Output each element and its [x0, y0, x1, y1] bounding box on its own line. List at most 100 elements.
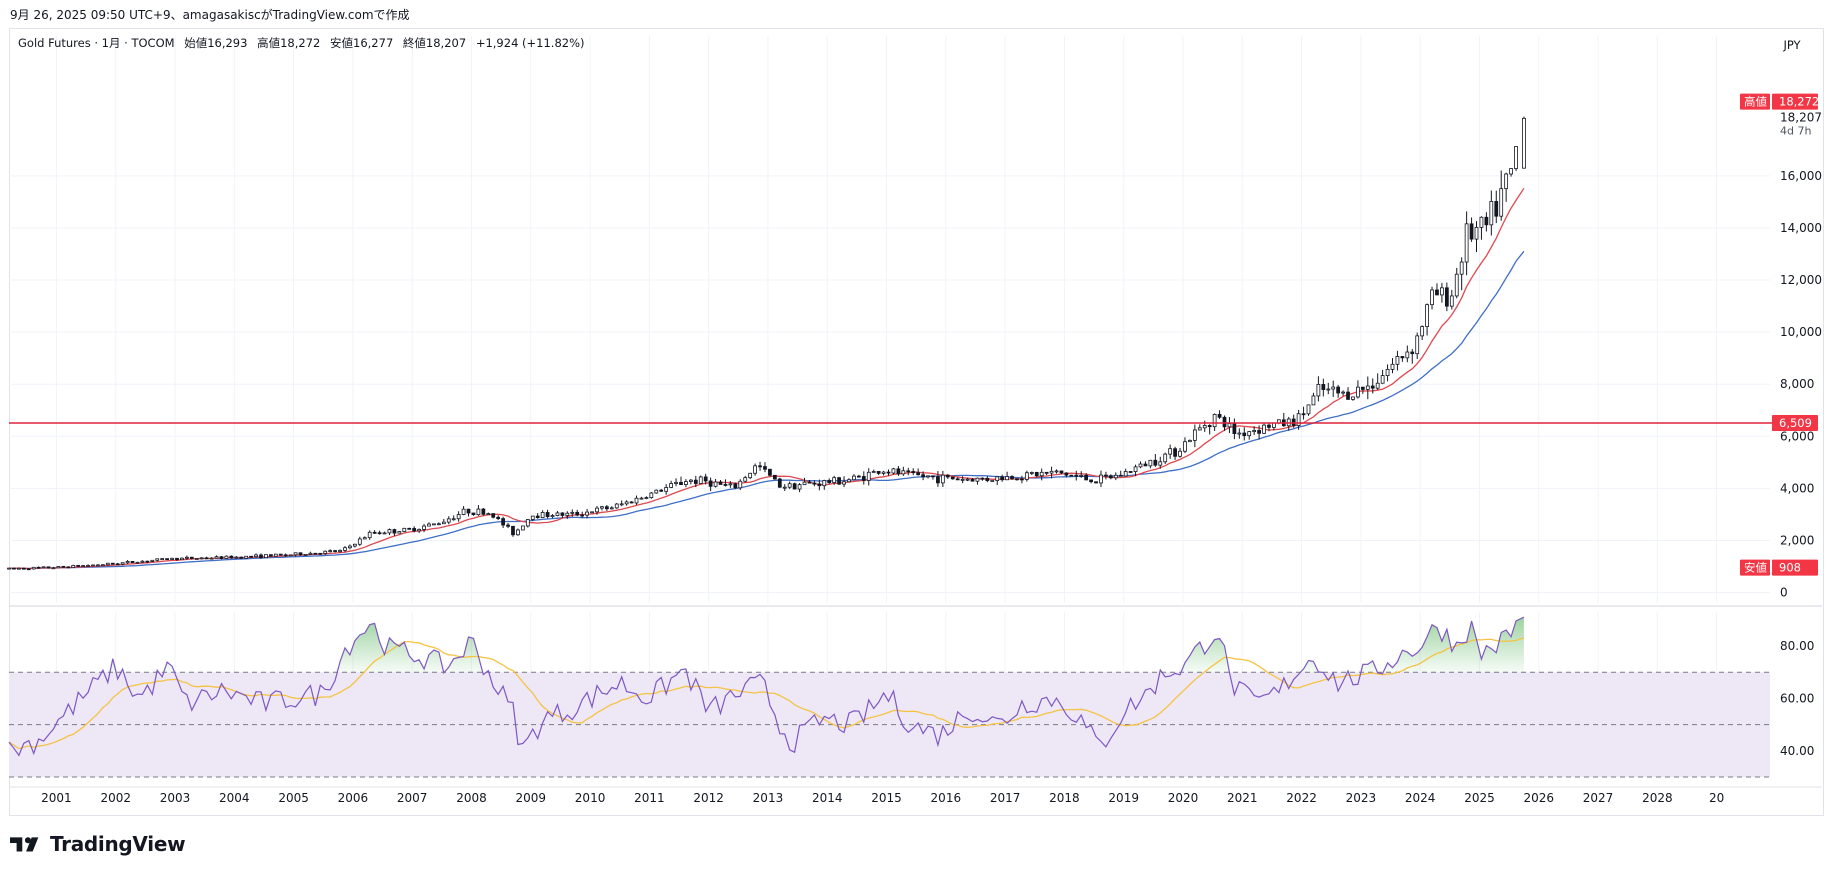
price-pane	[7, 116, 1772, 571]
candle	[1311, 392, 1316, 406]
candle-body	[1267, 424, 1271, 428]
candle-body	[1039, 471, 1044, 477]
candle-body	[234, 556, 239, 559]
candle	[145, 560, 150, 563]
candle-body	[1099, 474, 1103, 484]
candle-body	[239, 556, 244, 559]
candle-body	[1054, 470, 1059, 473]
candle	[110, 562, 115, 565]
candle	[560, 512, 565, 519]
candle	[1459, 257, 1464, 291]
candle-body	[209, 557, 214, 560]
candle	[1237, 428, 1242, 439]
candle	[249, 555, 253, 558]
candle-body	[51, 567, 56, 570]
candle-body	[466, 508, 471, 514]
candle-body	[792, 483, 797, 490]
time-tick-label: 2028	[1642, 791, 1673, 805]
time-tick-label: 2011	[634, 791, 665, 805]
symbol-name[interactable]: Gold Futures · 1月 · TOCOM	[18, 36, 175, 50]
candle-body	[352, 543, 357, 547]
time-tick-label: 2027	[1583, 791, 1614, 805]
candle	[911, 468, 916, 476]
candle-body	[550, 515, 555, 518]
candle	[170, 557, 174, 561]
candle-body	[1449, 295, 1454, 307]
candle-body	[145, 560, 150, 563]
tradingview-brand[interactable]: TradingView	[10, 832, 186, 856]
candle	[896, 466, 901, 476]
candle	[921, 471, 925, 481]
candle-body	[456, 514, 461, 520]
candle-body	[105, 562, 110, 566]
candle	[407, 527, 412, 530]
candle	[436, 522, 441, 526]
symbol-legend: Gold Futures · 1月 · TOCOM 始値16,293 高値18,…	[18, 35, 591, 51]
candle-body	[950, 476, 955, 480]
candle	[871, 469, 876, 473]
candle-body	[254, 554, 258, 558]
candle-body	[268, 554, 273, 557]
candle	[506, 522, 510, 529]
time-tick-label: 2006	[338, 791, 369, 805]
candle	[278, 553, 283, 556]
candle-body	[86, 565, 90, 567]
candle	[807, 479, 812, 484]
price-tick-label: 8,000	[1780, 377, 1814, 391]
price-tick-label: 12,000	[1780, 273, 1822, 287]
candle	[980, 477, 985, 481]
candle-body	[1459, 261, 1464, 275]
candle	[511, 525, 515, 537]
candle	[1138, 461, 1143, 469]
candle-body	[555, 512, 560, 516]
candle	[1395, 350, 1400, 371]
time-tick-label: 2026	[1523, 791, 1554, 805]
candle	[234, 556, 239, 559]
candle	[1326, 382, 1331, 395]
candle	[619, 500, 624, 507]
time-tick-label: 2024	[1405, 791, 1436, 805]
candle-body	[985, 477, 990, 482]
candle-body	[115, 563, 120, 566]
legend-close: 終値18,207	[402, 36, 467, 50]
candle	[1425, 303, 1429, 336]
candle-body	[120, 562, 125, 565]
candle-body	[1143, 463, 1148, 467]
candle-body	[708, 480, 713, 487]
price-tag-label: 高値	[1744, 95, 1767, 109]
candle-body	[535, 515, 540, 518]
candle	[674, 478, 678, 487]
candle	[140, 560, 145, 563]
candle	[288, 554, 293, 557]
candle-body	[733, 483, 738, 489]
candle	[46, 566, 51, 569]
candle-body	[1168, 448, 1173, 455]
candle	[303, 553, 308, 556]
candle-body	[753, 465, 757, 474]
candle	[1000, 474, 1005, 482]
candle	[1212, 413, 1217, 432]
candle	[130, 560, 135, 563]
candle	[1015, 478, 1019, 481]
candle	[333, 549, 337, 553]
candle	[1113, 472, 1118, 481]
candle	[491, 513, 496, 519]
candle-body	[639, 497, 644, 500]
candle-body	[1336, 386, 1341, 394]
currency-label[interactable]: JPY	[1783, 38, 1801, 52]
candle-body	[881, 471, 886, 474]
candle-body	[189, 556, 194, 559]
candle-body	[1296, 413, 1301, 426]
candle-body	[328, 550, 333, 553]
candle	[1247, 430, 1252, 440]
candle-body	[264, 554, 268, 559]
candle	[1499, 170, 1504, 221]
candle	[1370, 378, 1375, 394]
candle-body	[407, 527, 412, 530]
candle-body	[180, 557, 184, 561]
candle	[950, 476, 955, 480]
candle	[565, 511, 570, 519]
candle-body	[1301, 413, 1306, 416]
candle-body	[1084, 474, 1089, 481]
